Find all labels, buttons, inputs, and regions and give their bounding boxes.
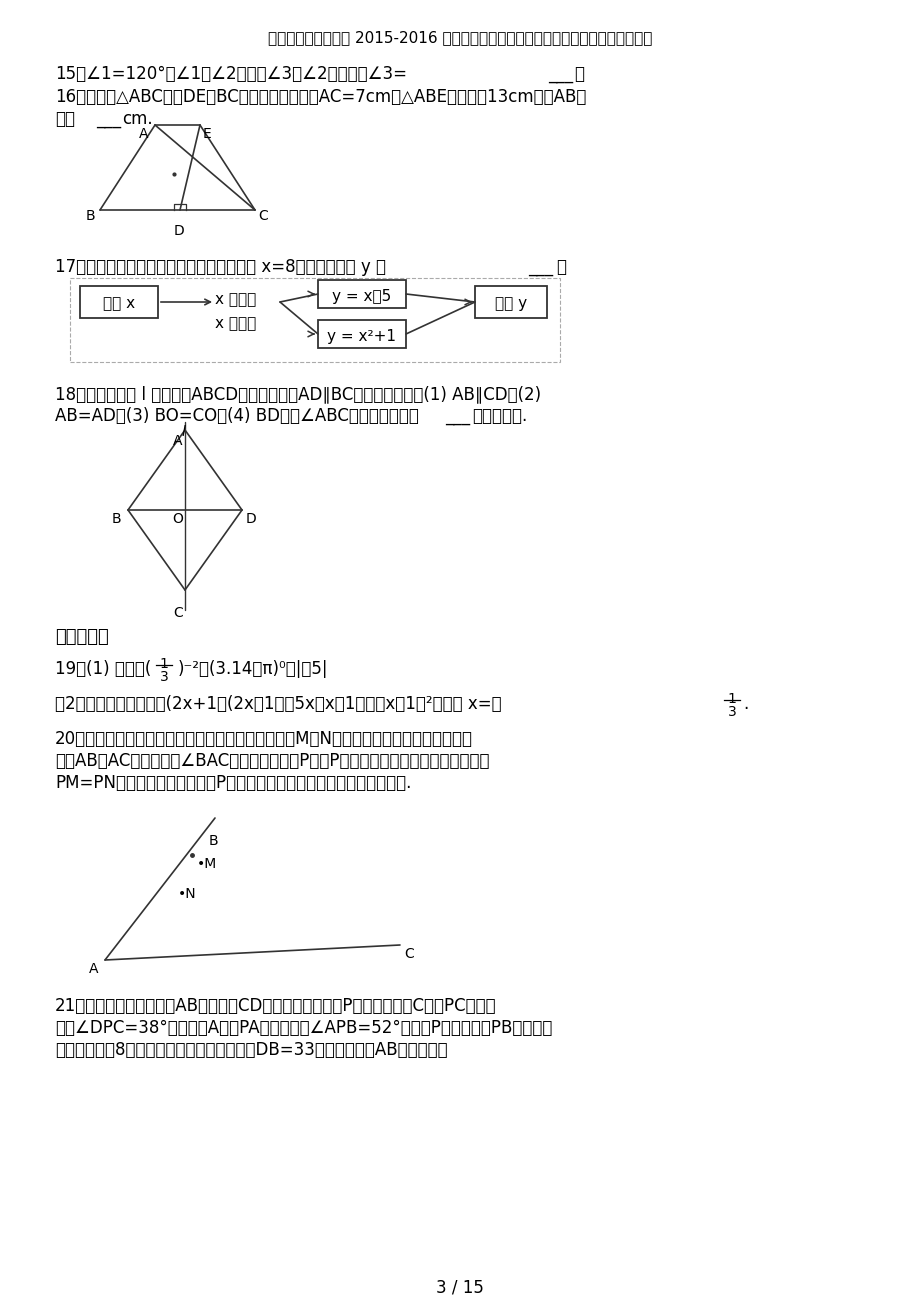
Text: ___: ___	[528, 258, 552, 276]
Text: 17．根据如图所示的计算程序，若输入的值 x=8，则输出的值 y 为: 17．根据如图所示的计算程序，若输入的值 x=8，则输出的值 y 为	[55, 258, 386, 276]
Text: x 为正数: x 为正数	[215, 292, 256, 307]
Text: l: l	[182, 424, 186, 439]
Bar	[318, 320, 405, 348]
Text: 长为: 长为	[55, 109, 75, 128]
Text: 20．如图，南开中学高二年级的学生分别在五云山寨M，N两处参加社会时间活动．先要在: 20．如图，南开中学高二年级的学生分别在五云山寨M，N两处参加社会时间活动．先要…	[55, 730, 472, 749]
Text: 3: 3	[160, 671, 168, 684]
Text: 江西省萍乡市芦溪县 2015-2016 学年七年级数学下学期期末试卷（含解析）北师大版: 江西省萍乡市芦溪县 2015-2016 学年七年级数学下学期期末试卷（含解析）北…	[267, 30, 652, 46]
Text: 输出 y: 输出 y	[494, 296, 527, 311]
Text: 19．(1) 计算：(: 19．(1) 计算：(	[55, 660, 151, 678]
Text: C: C	[257, 210, 267, 223]
Text: E: E	[203, 128, 211, 141]
Text: ___: ___	[445, 408, 470, 424]
Text: 夹角∠DPC=38°，测楼顶A视线PA与地面夹角∠APB=52°，量得P到楼底距离PB与旗杆高: 夹角∠DPC=38°，测楼顶A视线PA与地面夹角∠APB=52°，量得P到楼底距…	[55, 1019, 551, 1036]
Text: x 为负数: x 为负数	[215, 316, 256, 331]
Text: 1: 1	[727, 691, 735, 706]
Text: 21．为了测量一幢高楼高AB，在旗杆CD与楼之间选定一点P，测得旗杆顶C视线PC与地面: 21．为了测量一幢高楼高AB，在旗杆CD与楼之间选定一点P，测得旗杆顶C视线PC…	[55, 997, 496, 1016]
Text: 三、解答题: 三、解答题	[55, 628, 108, 646]
Text: y = x²+1: y = x²+1	[327, 329, 396, 344]
Text: 度相等，等于8米，量得旗杆与楼之间距离为DB=33米，计算楼高AB是多少米？: 度相等，等于8米，量得旗杆与楼之间距离为DB=33米，计算楼高AB是多少米？	[55, 1042, 448, 1059]
Bar	[474, 286, 547, 318]
Text: .: .	[743, 695, 747, 713]
Text: ．: ．	[573, 65, 584, 83]
Text: •N: •N	[177, 887, 197, 901]
Text: ___: ___	[96, 109, 121, 128]
Text: B: B	[209, 835, 219, 848]
Text: PM=PN，请用直尺和圆规作出P点的位置（不写作法，值保留作图痕迹）.: PM=PN，请用直尺和圆规作出P点的位置（不写作法，值保留作图痕迹）.	[55, 773, 411, 792]
Text: （填序号）.: （填序号）.	[471, 408, 527, 424]
Text: C: C	[173, 605, 183, 620]
Text: 道路AB，AC形成的锐角∠BAC内设一个休息区P，使P到两条道路的距离相等，并且使得: 道路AB，AC形成的锐角∠BAC内设一个休息区P，使P到两条道路的距离相等，并且…	[55, 753, 489, 769]
Text: ．: ．	[555, 258, 565, 276]
Text: )⁻²＋(3.14－π)⁰－|－5|: )⁻²＋(3.14－π)⁰－|－5|	[177, 660, 328, 678]
Bar	[318, 280, 405, 309]
Text: y = x－5: y = x－5	[332, 289, 391, 303]
Text: D: D	[174, 224, 185, 238]
Text: A: A	[139, 128, 148, 141]
Text: B: B	[85, 210, 96, 223]
Text: （2）先化简，再求值：(2x+1）(2x－1）－5x（x－1）＋（x－1）²，其中 x=－: （2）先化简，再求值：(2x+1）(2x－1）－5x（x－1）＋（x－1）²，其…	[55, 695, 501, 713]
Text: A: A	[173, 434, 183, 448]
Text: O: O	[173, 512, 183, 526]
Text: 1: 1	[159, 658, 168, 671]
Text: •M: •M	[197, 857, 217, 871]
Text: ___: ___	[548, 65, 573, 83]
Text: B: B	[112, 512, 121, 526]
Text: 15．∠1=120°，∠1与∠2互补，∠3与∠2互余，则∠3=: 15．∠1=120°，∠1与∠2互补，∠3与∠2互余，则∠3=	[55, 65, 406, 83]
Text: 18．如图，直线 l 是四边形ABCD的对称轴，若AD∥BC，则下列结论：(1) AB∥CD；(2): 18．如图，直线 l 是四边形ABCD的对称轴，若AD∥BC，则下列结论：(1)…	[55, 385, 540, 404]
Bar	[80, 286, 158, 318]
Text: 16．如图，△ABC中，DE是BC的垂直平分线，若AC=7cm，△ABE的周长为13cm，则AB的: 16．如图，△ABC中，DE是BC的垂直平分线，若AC=7cm，△ABE的周长为…	[55, 89, 585, 105]
Text: 3 / 15: 3 / 15	[436, 1279, 483, 1295]
Text: A: A	[89, 962, 98, 976]
Text: 3: 3	[727, 704, 735, 719]
Bar	[70, 279, 560, 362]
Text: C: C	[403, 947, 414, 961]
Text: AB=AD；(3) BO=CO，(4) BD平分∠ABC．其中正确的有: AB=AD；(3) BO=CO，(4) BD平分∠ABC．其中正确的有	[55, 408, 418, 424]
Text: D: D	[245, 512, 256, 526]
Text: cm.: cm.	[122, 109, 153, 128]
Text: 输入 x: 输入 x	[103, 296, 135, 311]
